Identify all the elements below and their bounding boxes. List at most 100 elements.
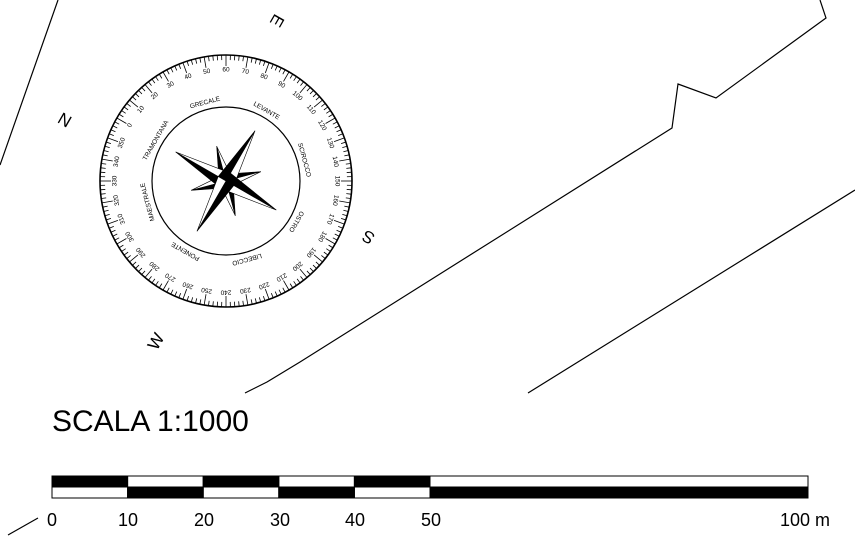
degree-tick [274, 291, 278, 297]
degree-tick [338, 225, 343, 229]
degree-label: 100 [291, 90, 304, 103]
degree-tick [104, 213, 110, 217]
compass-inner-ring [151, 106, 301, 256]
scale-label-10: 10 [118, 510, 139, 530]
degree-label: 230 [239, 286, 251, 295]
degree-tick [309, 90, 314, 95]
degree-tick [101, 197, 107, 199]
degree-tick [178, 293, 182, 298]
degree-tick [334, 233, 340, 237]
degree-tick [107, 137, 119, 143]
degree-tick [195, 58, 198, 64]
wind-label: MAESTRALE [139, 181, 156, 221]
degree-tick [313, 99, 323, 108]
degree-tick [170, 289, 174, 295]
degree-tick [283, 71, 290, 82]
degree-tick [254, 298, 257, 304]
degree-tick [116, 238, 127, 245]
degree-tick [107, 219, 119, 225]
degree-tick [203, 294, 207, 306]
degree-tick [345, 163, 351, 165]
degree-tick [174, 291, 178, 297]
degree-tick [258, 59, 262, 65]
parcel-line-left [0, 0, 59, 166]
degree-label: 180 [316, 230, 328, 243]
degree-tick [264, 62, 270, 74]
degree-tick [126, 255, 131, 259]
degree-tick [332, 121, 338, 125]
degree-tick [118, 244, 124, 249]
degree-tick [112, 125, 118, 129]
degree-tick [323, 106, 329, 111]
degree-label: 340 [113, 155, 122, 167]
degree-label: 220 [257, 280, 270, 290]
degree-label: 290 [135, 246, 148, 259]
degree-tick [293, 281, 297, 286]
degree-tick [333, 137, 345, 143]
degree-tick [132, 96, 137, 101]
degree-tick [121, 110, 126, 114]
scale-segment-dark [127, 486, 204, 499]
degree-tick [103, 150, 109, 153]
degree-tick [100, 167, 106, 169]
degree-tick [300, 276, 304, 281]
degree-tick [141, 270, 146, 275]
degree-tick [278, 67, 282, 73]
degree-tick [270, 293, 274, 298]
degree-label: 0 [126, 122, 134, 129]
degree-tick [328, 244, 334, 249]
degree-label: 90 [277, 80, 287, 90]
degree-tick [162, 280, 169, 291]
degree-tick [274, 65, 278, 71]
degree-tick [282, 287, 286, 293]
degree-label: 80 [259, 72, 269, 81]
degree-tick [293, 76, 297, 81]
degree-tick [315, 261, 320, 266]
degree-label: 170 [325, 213, 335, 226]
degree-tick [340, 141, 346, 144]
degree-tick [118, 113, 124, 118]
degree-tick [315, 96, 320, 101]
degree-tick [103, 209, 109, 212]
degree-tick [102, 154, 108, 157]
scale-segment-dark [429, 486, 809, 499]
degree-tick [182, 62, 188, 74]
degree-tick [166, 287, 170, 293]
degree-tick [186, 61, 189, 67]
degree-label: 240 [220, 288, 231, 295]
degree-tick [338, 133, 343, 137]
degree-tick [278, 289, 282, 295]
star-point-light [196, 176, 227, 232]
degree-tick [326, 110, 331, 114]
scale-bar-segments [51, 475, 809, 499]
degree-tick [342, 145, 348, 149]
degree-tick [343, 209, 349, 212]
scale-bar [51, 475, 809, 499]
degree-tick [342, 213, 348, 217]
parcel-line-lower [527, 189, 855, 394]
degree-tick [343, 150, 349, 153]
degree-tick [212, 301, 214, 307]
degree-label: 350 [117, 136, 127, 149]
degree-tick [321, 103, 326, 107]
degree-label: 110 [305, 104, 317, 117]
degree-tick [300, 81, 304, 86]
degree-label: 150 [333, 176, 340, 187]
degree-tick [296, 278, 301, 284]
degree-tick [109, 225, 114, 229]
degree-tick [102, 205, 108, 208]
degree-tick [328, 113, 334, 118]
degree-tick [199, 299, 202, 305]
degree-tick [299, 268, 308, 278]
degree-tick [162, 71, 169, 82]
cardinal-n: N [54, 109, 74, 132]
degree-tick [138, 267, 143, 272]
degree-tick [158, 73, 163, 79]
degree-tick [195, 298, 198, 304]
degree-tick [313, 254, 323, 263]
parcel-line-corner [7, 517, 39, 536]
degree-tick [250, 299, 253, 305]
degree-tick [325, 238, 336, 245]
degree-label: 320 [112, 194, 121, 206]
